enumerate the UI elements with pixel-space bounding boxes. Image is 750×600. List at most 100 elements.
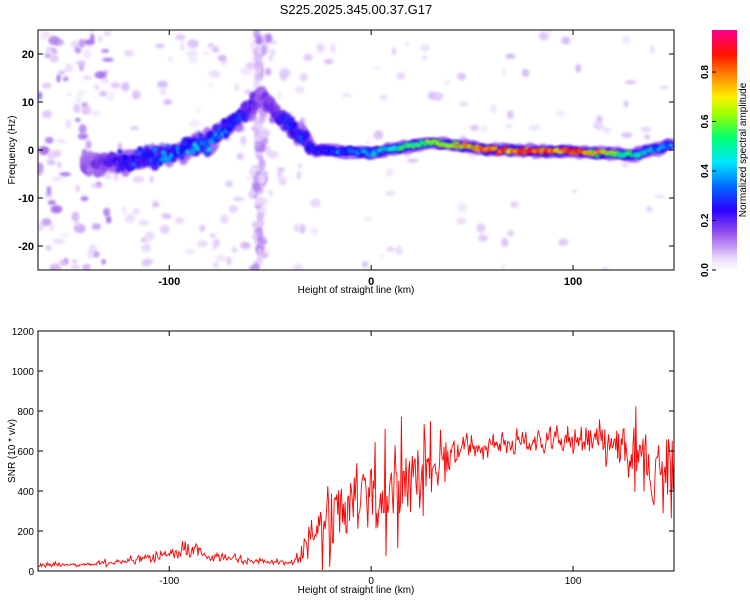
spectrogram-noise-cell (278, 176, 287, 186)
spectrogram-noise-cell (144, 231, 156, 240)
spectrogram-noise-cell (41, 218, 52, 227)
spectrogram-ridge-cell (86, 167, 92, 173)
spectrogram-ridge-cell (435, 140, 441, 144)
spectrogram-noise-cell (593, 120, 604, 131)
spectrogram-noise-cell (263, 171, 269, 176)
spectrogram-noise-cell (268, 189, 273, 198)
spectrogram-noise-cell (459, 100, 468, 108)
spectrogram-noise-cell (253, 53, 263, 64)
spectrogram-noise-cell (93, 251, 100, 258)
spectrogram-noise-cell (199, 224, 206, 233)
spectrogram-noise-cell (489, 104, 497, 114)
spectrogram-noise-cell (75, 117, 81, 123)
spectrogram-ridge-cell (503, 146, 509, 150)
spectrogram-noise-cell (99, 90, 108, 97)
spectrogram-noise-cell (644, 134, 651, 140)
spectrogram-noise-cell (103, 31, 112, 36)
spectrogram-noise-cell (102, 57, 114, 62)
spectrogram-noise-cell (212, 261, 219, 269)
spectrogram-y-tick-label: -10 (18, 193, 34, 205)
spectrogram-noise-cell (231, 246, 238, 253)
spectrogram-noise-cell (184, 248, 196, 255)
spectrogram-noise-cell (501, 68, 507, 77)
spectrogram-ridge-cell (148, 157, 154, 164)
spectrogram-noise-cell (117, 142, 123, 150)
spectrogram-noise-cell (571, 189, 577, 194)
spectrogram-y-tick-label: -20 (18, 241, 34, 253)
spectrogram-noise-cell (217, 54, 227, 62)
spectrogram-noise-cell (59, 259, 67, 266)
spectrogram-noise-cell (365, 139, 370, 144)
spectrogram-noise-cell (49, 263, 61, 270)
spectrogram-noise-cell (104, 172, 112, 181)
spectrogram-noise-cell (141, 260, 151, 267)
spectrogram-ridge-cell (159, 156, 165, 162)
spectrogram-noise-cell (168, 57, 173, 62)
spectrogram-noise-cell (456, 202, 468, 213)
spectrogram-ridge-cell (272, 106, 278, 112)
spectrogram-noise-cell (251, 164, 256, 176)
spectrogram-y-tick-label: 10 (22, 97, 34, 109)
spectrogram-noise-cell (180, 41, 185, 52)
spectrogram-noise-cell (309, 198, 321, 208)
snr-y-tick-label: 400 (17, 487, 34, 498)
snr-panel: -100 0 100 0 200 400 600 800 1000 1200 Height of… (7, 327, 675, 596)
spectrogram-noise-cell (621, 132, 633, 138)
spectrogram-noise-cell (654, 194, 666, 199)
spectrogram-noise-cell (78, 124, 87, 134)
spectrogram-ridge-cell (200, 138, 206, 144)
spectrogram-ridge-cell (243, 117, 248, 123)
spectrogram-noise-cell (56, 138, 67, 144)
spectrogram-noise-cell (293, 223, 300, 233)
spectrogram-noise-cell (212, 238, 220, 248)
spectrogram-noise-cell (341, 93, 353, 98)
spectrogram-ridge-cell (171, 156, 176, 162)
spectrogram-ridge-cell (155, 154, 161, 161)
spectrogram-ridge-cell (524, 146, 530, 151)
colorbar-tick-label: 0.8 (700, 65, 711, 79)
spectrogram-noise-cell (251, 265, 260, 270)
spectrogram-noise-cell (149, 175, 154, 183)
spectrogram-ridge-cell (195, 146, 200, 152)
spectrogram-noise-cell (91, 110, 102, 117)
spectrogram-noise-cell (163, 98, 173, 106)
spectrogram-noise-cell (277, 169, 283, 178)
snr-x-tick-label: -100 (159, 576, 179, 587)
spectrogram-noise-cell (257, 248, 263, 255)
spectrogram-noise-cell (38, 223, 44, 232)
spectrogram-noise-cell (477, 234, 489, 242)
spectrogram-noise-cell (107, 91, 115, 102)
spectrogram-ridge-cell (117, 148, 123, 155)
spectrogram-noise-cell (47, 151, 54, 161)
spectrogram-noise-cell (254, 220, 264, 227)
spectrogram-noise-cell (510, 201, 519, 208)
spectrogram-noise-cell (602, 127, 611, 134)
spectrogram-ridge-cell (303, 140, 309, 147)
spectrogram-ridge-cell (131, 161, 137, 167)
spectrogram-noise-cell (71, 211, 80, 222)
spectrogram-noise-cell (251, 126, 257, 131)
spectrogram-ridge-cell (134, 149, 140, 155)
spectrogram-ridge-cell (262, 92, 268, 98)
spectrogram-noise-cell (73, 103, 81, 114)
spectrogram-noise-cell (432, 91, 444, 102)
spectrogram-noise-cell (71, 259, 78, 264)
spectrogram-ridge-cell (202, 148, 207, 154)
spectrogram-ridge-cell (292, 122, 298, 128)
spectrogram-ridge-cell (83, 161, 89, 167)
spectrogram-noise-cell (546, 30, 552, 38)
spectrogram-noise-cell (85, 139, 92, 150)
spectrogram-ridge-cell (221, 118, 227, 124)
spectrogram-noise-cell (121, 81, 130, 92)
spectrogram-noise-cell (101, 258, 106, 265)
spectrogram-ridge-cell (249, 91, 257, 100)
spectrogram-noise-cell (141, 243, 152, 253)
spectrogram-noise-cell (59, 172, 72, 177)
spectrogram-noise-cell (385, 168, 394, 177)
spectrogram-noise-cell (159, 225, 171, 234)
colorbar-label: Normalized spectral amplitude (738, 82, 749, 217)
spectrogram-noise-cell (81, 102, 89, 108)
spectrogram-noise-cell (361, 261, 369, 268)
snr-y-tick-label: 600 (17, 447, 34, 458)
